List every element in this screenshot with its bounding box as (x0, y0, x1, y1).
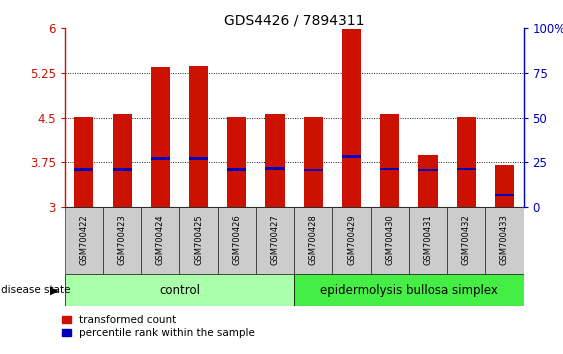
Bar (103, 207, 141, 274)
Bar (418, 155, 437, 207)
Bar (65, 274, 294, 306)
Text: GSM700429: GSM700429 (347, 214, 356, 265)
Bar (113, 114, 132, 207)
Text: GSM700430: GSM700430 (385, 214, 394, 265)
Bar (342, 29, 361, 207)
Bar (409, 207, 447, 274)
Text: GSM700425: GSM700425 (194, 214, 203, 265)
Bar (256, 207, 294, 274)
Bar (266, 114, 285, 207)
Text: GSM700433: GSM700433 (500, 214, 509, 265)
Bar (189, 157, 208, 160)
Bar (74, 117, 93, 207)
Text: GSM700427: GSM700427 (271, 214, 280, 265)
Bar (65, 207, 103, 274)
Bar (189, 66, 208, 207)
Bar (151, 157, 170, 160)
Text: GSM700432: GSM700432 (462, 214, 471, 265)
Bar (218, 207, 256, 274)
Bar (495, 194, 514, 196)
Text: control: control (159, 284, 200, 297)
Bar (457, 167, 476, 170)
Bar (294, 274, 524, 306)
Bar (294, 207, 332, 274)
Text: GSM700431: GSM700431 (423, 214, 432, 265)
Bar (457, 117, 476, 207)
Text: GSM700426: GSM700426 (233, 214, 242, 265)
Text: disease state: disease state (1, 285, 70, 295)
Title: GDS4426 / 7894311: GDS4426 / 7894311 (224, 13, 364, 27)
Bar (303, 169, 323, 171)
Bar (380, 167, 399, 170)
Legend: transformed count, percentile rank within the sample: transformed count, percentile rank withi… (61, 315, 255, 338)
Bar (266, 167, 285, 170)
Bar (332, 207, 370, 274)
Bar (113, 168, 132, 171)
Bar (380, 114, 399, 207)
Text: GSM700422: GSM700422 (79, 214, 88, 265)
Bar (495, 165, 514, 207)
Bar (227, 116, 247, 207)
Bar (141, 207, 180, 274)
Bar (418, 169, 437, 171)
Text: GSM700428: GSM700428 (309, 214, 318, 265)
Text: GSM700423: GSM700423 (118, 214, 127, 265)
Bar (227, 168, 247, 171)
Text: ▶: ▶ (50, 285, 58, 295)
Bar (303, 117, 323, 207)
Bar (485, 207, 524, 274)
Bar (180, 207, 218, 274)
Text: GSM700424: GSM700424 (156, 214, 165, 265)
Text: epidermolysis bullosa simplex: epidermolysis bullosa simplex (320, 284, 498, 297)
Bar (74, 168, 93, 171)
Bar (342, 155, 361, 158)
Bar (370, 207, 409, 274)
Bar (151, 67, 170, 207)
Bar (447, 207, 485, 274)
